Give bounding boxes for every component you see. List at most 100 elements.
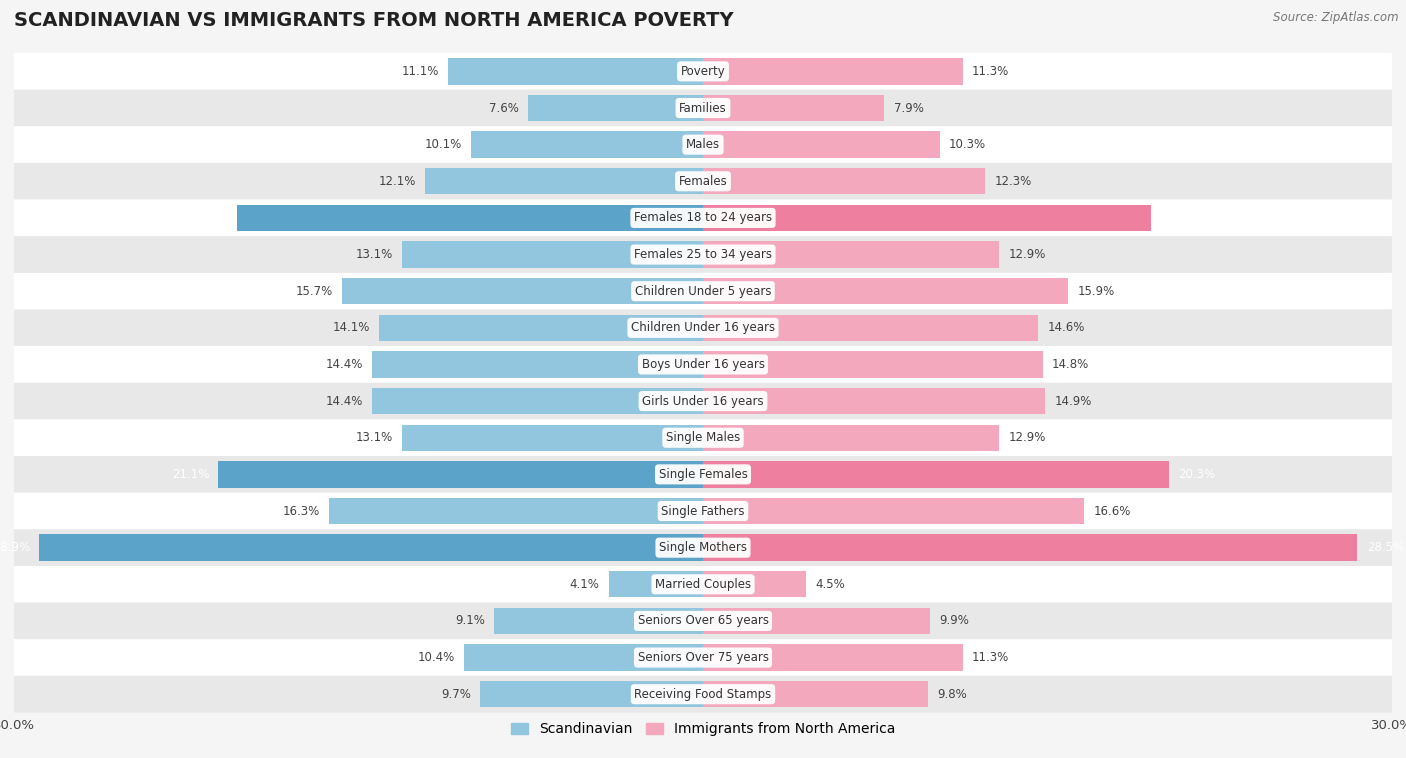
Bar [494,608,703,634]
Text: 19.5%: 19.5% [1160,211,1198,224]
FancyBboxPatch shape [14,89,1392,127]
Bar [703,351,1043,377]
Text: 10.4%: 10.4% [418,651,456,664]
Text: 4.1%: 4.1% [569,578,599,590]
Text: 13.1%: 13.1% [356,248,392,261]
Bar [402,424,703,451]
Text: 13.1%: 13.1% [356,431,392,444]
Text: 12.3%: 12.3% [994,175,1032,188]
Text: 28.9%: 28.9% [0,541,30,554]
Text: 16.6%: 16.6% [1094,505,1130,518]
Text: Children Under 16 years: Children Under 16 years [631,321,775,334]
Text: Females 18 to 24 years: Females 18 to 24 years [634,211,772,224]
FancyBboxPatch shape [14,456,1392,493]
Bar [703,168,986,195]
Bar [329,498,703,525]
Bar [703,58,963,85]
Text: Single Mothers: Single Mothers [659,541,747,554]
Text: Poverty: Poverty [681,65,725,78]
Text: SCANDINAVIAN VS IMMIGRANTS FROM NORTH AMERICA POVERTY: SCANDINAVIAN VS IMMIGRANTS FROM NORTH AM… [14,11,734,30]
Text: 9.9%: 9.9% [939,615,969,628]
FancyBboxPatch shape [14,273,1392,309]
Text: 20.3%: 20.3% [1178,468,1216,481]
Text: 9.8%: 9.8% [938,688,967,700]
FancyBboxPatch shape [14,676,1392,713]
Bar [343,278,703,305]
Text: Families: Families [679,102,727,114]
Bar [703,608,931,634]
Text: 16.3%: 16.3% [283,505,319,518]
FancyBboxPatch shape [14,199,1392,236]
Bar [703,95,884,121]
Text: 7.6%: 7.6% [489,102,519,114]
FancyBboxPatch shape [14,127,1392,163]
Text: Single Fathers: Single Fathers [661,505,745,518]
Text: 15.7%: 15.7% [297,285,333,298]
FancyBboxPatch shape [14,419,1392,456]
Text: 14.6%: 14.6% [1047,321,1085,334]
Bar [703,205,1152,231]
Text: 12.9%: 12.9% [1008,431,1046,444]
Bar [703,534,1358,561]
Text: Females: Females [679,175,727,188]
FancyBboxPatch shape [14,309,1392,346]
Bar [703,498,1084,525]
Bar [373,388,703,415]
Bar [703,424,1000,451]
Text: 20.3%: 20.3% [190,211,228,224]
FancyBboxPatch shape [14,53,1392,89]
Text: Girls Under 16 years: Girls Under 16 years [643,395,763,408]
Bar [703,388,1045,415]
Bar [703,131,939,158]
Bar [449,58,703,85]
Text: 14.8%: 14.8% [1052,358,1090,371]
Text: 14.4%: 14.4% [326,358,363,371]
FancyBboxPatch shape [14,163,1392,199]
Bar [609,571,703,597]
FancyBboxPatch shape [14,346,1392,383]
Bar [703,278,1069,305]
Text: 4.5%: 4.5% [815,578,845,590]
Text: 12.1%: 12.1% [378,175,416,188]
Text: 9.1%: 9.1% [456,615,485,628]
Text: Children Under 5 years: Children Under 5 years [634,285,772,298]
Bar [703,241,1000,268]
FancyBboxPatch shape [14,603,1392,639]
Text: 7.9%: 7.9% [894,102,924,114]
Bar [471,131,703,158]
Bar [218,461,703,487]
Text: Single Males: Single Males [666,431,740,444]
Text: Seniors Over 65 years: Seniors Over 65 years [637,615,769,628]
FancyBboxPatch shape [14,529,1392,566]
Text: Source: ZipAtlas.com: Source: ZipAtlas.com [1274,11,1399,24]
Bar [529,95,703,121]
Bar [703,644,963,671]
Bar [373,351,703,377]
Text: 10.1%: 10.1% [425,138,461,151]
FancyBboxPatch shape [14,493,1392,529]
FancyBboxPatch shape [14,236,1392,273]
Text: Seniors Over 75 years: Seniors Over 75 years [637,651,769,664]
Text: 11.3%: 11.3% [972,651,1010,664]
Text: 12.9%: 12.9% [1008,248,1046,261]
Text: 28.5%: 28.5% [1367,541,1403,554]
Text: Married Couples: Married Couples [655,578,751,590]
Bar [703,315,1038,341]
Bar [703,571,807,597]
Bar [39,534,703,561]
Bar [481,681,703,707]
Text: 14.1%: 14.1% [333,321,370,334]
Legend: Scandinavian, Immigrants from North America: Scandinavian, Immigrants from North Amer… [505,717,901,742]
Text: 15.9%: 15.9% [1077,285,1115,298]
Text: 10.3%: 10.3% [949,138,986,151]
Text: Females 25 to 34 years: Females 25 to 34 years [634,248,772,261]
Text: 14.4%: 14.4% [326,395,363,408]
Text: Boys Under 16 years: Boys Under 16 years [641,358,765,371]
Bar [425,168,703,195]
Text: 14.9%: 14.9% [1054,395,1091,408]
FancyBboxPatch shape [14,383,1392,419]
Bar [464,644,703,671]
Text: 11.1%: 11.1% [402,65,439,78]
Text: Receiving Food Stamps: Receiving Food Stamps [634,688,772,700]
FancyBboxPatch shape [14,639,1392,676]
